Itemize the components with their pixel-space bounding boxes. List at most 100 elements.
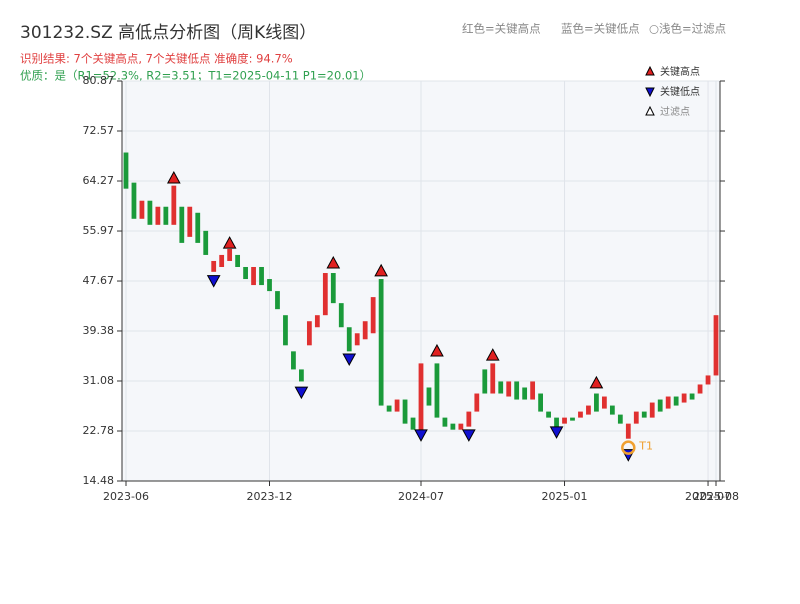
candle-body — [219, 254, 225, 267]
x-tick-label: 2025-01 — [542, 490, 588, 503]
candle-body — [354, 333, 360, 346]
legend-label: 过滤点 — [660, 105, 690, 118]
candle-body — [466, 411, 472, 427]
legend-note: 蓝色=关键低点 — [561, 22, 640, 36]
legend-note: ○浅色=过滤点 — [649, 22, 726, 36]
y-tick-label: 55.97 — [83, 224, 115, 237]
candle-body — [474, 393, 480, 412]
candle-body — [378, 279, 384, 406]
annotation-label: T1 — [638, 440, 653, 453]
candle-body — [625, 423, 631, 439]
candle-body — [259, 266, 264, 286]
candle-body — [546, 411, 551, 418]
candle-body — [617, 414, 623, 424]
key-high-marker — [222, 236, 237, 249]
key-high-marker — [326, 255, 341, 269]
candle-body — [227, 248, 233, 261]
x-tick-label: 2025-08 — [693, 490, 739, 503]
candle-body — [673, 396, 679, 406]
candle-body — [139, 200, 145, 219]
y-tick-label: 80.87 — [83, 74, 115, 87]
candle-body — [314, 315, 320, 328]
candle-body — [633, 411, 639, 424]
candle-body — [394, 399, 400, 412]
candle-body — [514, 381, 520, 400]
key-low-marker — [549, 426, 564, 439]
legend-label: 关键高点 — [660, 65, 700, 78]
key-low-marker — [294, 386, 309, 400]
candle-body — [195, 212, 201, 243]
candle-body — [594, 393, 599, 412]
candle-body — [689, 393, 695, 400]
x-tick-label: 2023-06 — [103, 490, 149, 503]
legend-marker — [645, 105, 655, 116]
candle-body — [131, 182, 137, 219]
candle-body — [402, 399, 408, 424]
key-high-marker — [589, 375, 604, 389]
key-low-marker — [342, 353, 357, 366]
candle-body — [665, 396, 671, 409]
y-tick-label: 22.78 — [83, 424, 115, 437]
candle-body — [330, 273, 336, 304]
candle-body — [578, 411, 583, 418]
candle-body — [506, 381, 512, 397]
candle-body — [450, 423, 456, 430]
candle-body — [243, 266, 248, 280]
candle-body — [187, 206, 193, 237]
candle-body — [275, 291, 280, 310]
candle-body — [442, 417, 448, 427]
candle-body — [346, 327, 352, 352]
candle-body — [458, 423, 464, 430]
key-high-marker — [430, 343, 444, 357]
candle-body — [490, 363, 496, 394]
candle-body — [609, 405, 615, 415]
candle-body — [530, 381, 536, 400]
y-tick-label: 47.67 — [83, 274, 115, 287]
candle-body — [370, 297, 376, 334]
candle-body — [147, 200, 153, 225]
candle-body — [570, 417, 575, 421]
y-tick-label: 14.48 — [83, 474, 115, 487]
candle-body — [554, 417, 559, 427]
legend-marker — [645, 65, 655, 76]
candle-body — [123, 152, 129, 189]
candle-body — [338, 303, 344, 328]
candle-body — [498, 381, 504, 394]
candle-body — [163, 206, 169, 225]
candle-body — [251, 266, 256, 286]
candle-body — [299, 369, 304, 382]
candle-body — [386, 405, 392, 412]
x-tick-label: 2024-07 — [398, 490, 444, 503]
candle-body — [601, 396, 607, 409]
candle-body — [211, 260, 217, 272]
candle-body — [697, 384, 703, 394]
subtitle: 优质：是（R1=52.3%, R2=3.51；T1=2025-04-11 P1=… — [20, 69, 371, 83]
candle-body — [522, 387, 528, 400]
x-tick-label: 2023-12 — [247, 490, 293, 503]
candle-body — [641, 411, 647, 418]
candle-body — [267, 279, 272, 292]
y-tick-label: 72.57 — [83, 124, 115, 137]
candle-body — [362, 321, 368, 340]
key-high-marker — [374, 263, 388, 277]
key-low-marker — [414, 429, 428, 442]
y-tick-label: 31.08 — [83, 374, 115, 387]
key-high-marker — [166, 171, 181, 184]
key-low-marker — [206, 275, 221, 288]
key-low-marker — [461, 429, 476, 442]
annotation-marker — [621, 440, 636, 455]
x-tick-label: 2025-07 — [685, 490, 731, 503]
y-tick-label: 39.38 — [83, 324, 115, 337]
candle-body — [418, 363, 424, 430]
candle-body — [291, 351, 296, 370]
candle-body — [657, 399, 663, 412]
key-high-marker — [485, 348, 500, 361]
candle-body — [203, 230, 209, 255]
candle-body — [482, 369, 488, 394]
candle-body — [179, 206, 185, 243]
candle-body — [410, 417, 416, 430]
candle-body — [322, 273, 328, 316]
candle-body — [171, 185, 177, 225]
legend-label: 关键低点 — [660, 85, 700, 98]
